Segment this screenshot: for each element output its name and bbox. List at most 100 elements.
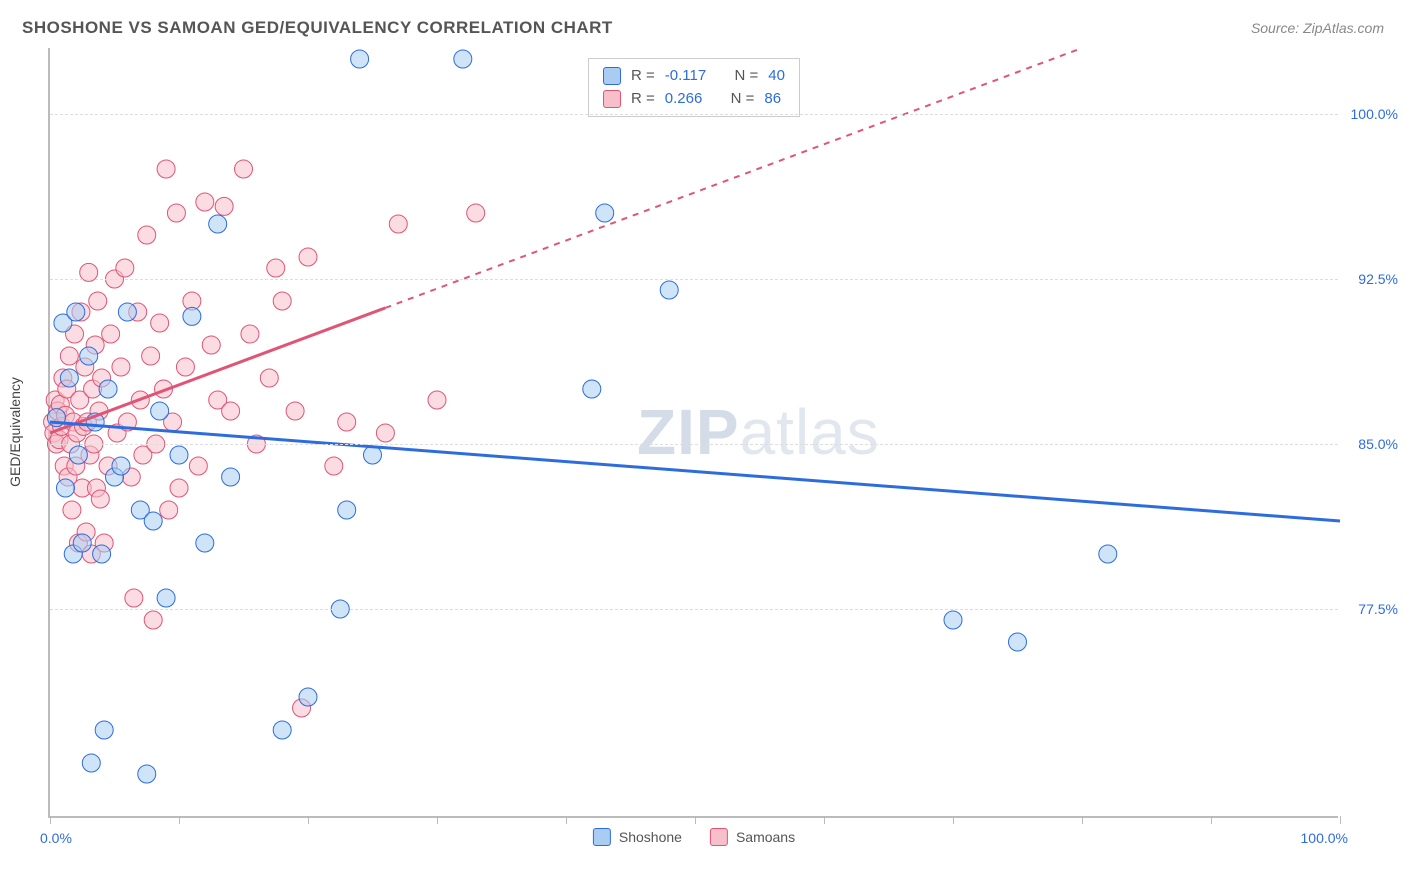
x-tick <box>1082 816 1083 824</box>
x-label-right: 100.0% <box>1301 830 1348 846</box>
shoshone-point <box>209 215 227 233</box>
shoshone-point <box>56 479 74 497</box>
shoshone-point <box>69 446 87 464</box>
source-label: Source: ZipAtlas.com <box>1251 20 1384 36</box>
samoan-point <box>273 292 291 310</box>
x-tick <box>50 816 51 824</box>
samoan-point <box>241 325 259 343</box>
samoan-point <box>260 369 278 387</box>
samoan-point <box>151 314 169 332</box>
x-tick <box>695 816 696 824</box>
x-tick <box>566 816 567 824</box>
shoshone-point <box>454 50 472 68</box>
shoshone-point <box>351 50 369 68</box>
samoan-point <box>389 215 407 233</box>
shoshone-point <box>944 611 962 629</box>
samoan-point <box>467 204 485 222</box>
legend-swatch-shoshone <box>593 828 611 846</box>
x-tick <box>1211 816 1212 824</box>
shoshone-point <box>93 545 111 563</box>
samoan-point <box>176 358 194 376</box>
x-label-left: 0.0% <box>40 830 72 846</box>
shoshone-point <box>151 402 169 420</box>
shoshone-point <box>583 380 601 398</box>
samoan-point <box>102 325 120 343</box>
r-label: R = <box>631 65 655 88</box>
samoan-point <box>160 501 178 519</box>
samoan-point <box>63 501 81 519</box>
shoshone-point <box>596 204 614 222</box>
samoan-point <box>157 160 175 178</box>
x-tick <box>824 816 825 824</box>
samoan-point <box>142 347 160 365</box>
samoan-point <box>376 424 394 442</box>
n-value-samoan: 86 <box>764 88 781 111</box>
x-tick <box>179 816 180 824</box>
chart-title: SHOSHONE VS SAMOAN GED/EQUIVALENCY CORRE… <box>22 18 613 38</box>
samoan-point <box>170 479 188 497</box>
y-tick-label: 100.0% <box>1343 106 1398 122</box>
shoshone-point <box>138 765 156 783</box>
shoshone-point <box>118 303 136 321</box>
gridline <box>50 279 1338 280</box>
legend-item-samoan: Samoans <box>710 828 795 846</box>
shoshone-point <box>338 501 356 519</box>
shoshone-point <box>1009 633 1027 651</box>
gridline <box>50 114 1338 115</box>
r-label: R = <box>631 88 655 111</box>
shoshone-point <box>183 307 201 325</box>
n-label: N = <box>731 88 755 111</box>
samoan-point <box>235 160 253 178</box>
samoan-point <box>112 358 130 376</box>
samoan-point <box>89 292 107 310</box>
samoan-point <box>338 413 356 431</box>
n-value-shoshone: 40 <box>768 65 785 88</box>
samoan-point <box>138 226 156 244</box>
y-tick-label: 92.5% <box>1343 271 1398 287</box>
legend-label-shoshone: Shoshone <box>619 829 682 845</box>
n-label: N = <box>735 65 759 88</box>
y-tick-label: 77.5% <box>1343 601 1398 617</box>
samoan-point <box>60 347 78 365</box>
x-tick <box>437 816 438 824</box>
shoshone-point <box>95 721 113 739</box>
samoan-point <box>215 197 233 215</box>
shoshone-point <box>73 534 91 552</box>
samoan-point <box>202 336 220 354</box>
chart-svg <box>50 48 1338 816</box>
gridline <box>50 609 1338 610</box>
shoshone-point <box>273 721 291 739</box>
samoan-point <box>116 259 134 277</box>
shoshone-point <box>144 512 162 530</box>
shoshone-point <box>1099 545 1117 563</box>
samoan-point <box>91 490 109 508</box>
y-tick-label: 85.0% <box>1343 436 1398 452</box>
shoshone-point <box>82 754 100 772</box>
y-axis-title: GED/Equivalency <box>7 377 23 487</box>
shoshone-point <box>222 468 240 486</box>
stats-row-samoan: R = 0.266 N = 86 <box>603 88 785 111</box>
legend-swatch-samoan <box>710 828 728 846</box>
x-tick <box>308 816 309 824</box>
samoan-point <box>125 589 143 607</box>
plot-area: GED/Equivalency ZIPatlas R = -0.117 N = … <box>48 48 1338 818</box>
shoshone-point <box>99 380 117 398</box>
shoshone-point <box>67 303 85 321</box>
legend-label-samoan: Samoans <box>736 829 795 845</box>
shoshone-point <box>170 446 188 464</box>
shoshone-point <box>60 369 78 387</box>
shoshone-point <box>660 281 678 299</box>
r-value-shoshone: -0.117 <box>665 65 706 88</box>
samoan-point <box>267 259 285 277</box>
samoan-point <box>196 193 214 211</box>
samoan-point <box>167 204 185 222</box>
legend-item-shoshone: Shoshone <box>593 828 682 846</box>
swatch-shoshone <box>603 67 621 85</box>
stats-row-shoshone: R = -0.117 N = 40 <box>603 65 785 88</box>
bottom-legend: Shoshone Samoans <box>593 828 795 846</box>
samoan-point <box>325 457 343 475</box>
shoshone-point <box>299 688 317 706</box>
samoan-point <box>189 457 207 475</box>
samoan-point <box>144 611 162 629</box>
shoshone-point <box>196 534 214 552</box>
